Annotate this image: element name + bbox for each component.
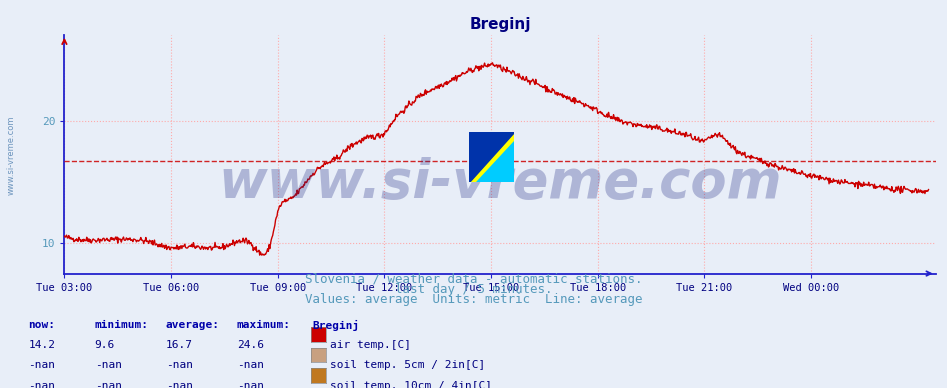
Text: average:: average: xyxy=(166,320,220,330)
Text: -nan: -nan xyxy=(166,381,193,388)
Text: air temp.[C]: air temp.[C] xyxy=(330,340,411,350)
Text: Values: average  Units: metric  Line: average: Values: average Units: metric Line: aver… xyxy=(305,293,642,307)
Text: maximum:: maximum: xyxy=(237,320,291,330)
Text: last day / 5 minutes.: last day / 5 minutes. xyxy=(395,283,552,296)
Text: soil temp. 10cm / 4in[C]: soil temp. 10cm / 4in[C] xyxy=(330,381,491,388)
Text: -nan: -nan xyxy=(237,381,264,388)
Text: 24.6: 24.6 xyxy=(237,340,264,350)
Text: 16.7: 16.7 xyxy=(166,340,193,350)
Polygon shape xyxy=(469,132,514,182)
Text: www.si-vreme.com: www.si-vreme.com xyxy=(218,157,782,209)
Polygon shape xyxy=(475,141,514,182)
Text: Breginj: Breginj xyxy=(313,320,360,331)
Text: 9.6: 9.6 xyxy=(95,340,115,350)
Text: -nan: -nan xyxy=(237,360,264,371)
Polygon shape xyxy=(469,132,514,182)
Text: -nan: -nan xyxy=(95,360,122,371)
Text: -nan: -nan xyxy=(28,381,56,388)
Text: -nan: -nan xyxy=(166,360,193,371)
Text: -nan: -nan xyxy=(95,381,122,388)
Text: soil temp. 5cm / 2in[C]: soil temp. 5cm / 2in[C] xyxy=(330,360,485,371)
Text: 14.2: 14.2 xyxy=(28,340,56,350)
Text: Slovenia / weather data - automatic stations.: Slovenia / weather data - automatic stat… xyxy=(305,272,642,286)
Title: Breginj: Breginj xyxy=(470,17,530,32)
Text: -nan: -nan xyxy=(28,360,56,371)
Text: minimum:: minimum: xyxy=(95,320,149,330)
Text: www.si-vreme.com: www.si-vreme.com xyxy=(7,116,16,195)
Text: now:: now: xyxy=(28,320,56,330)
